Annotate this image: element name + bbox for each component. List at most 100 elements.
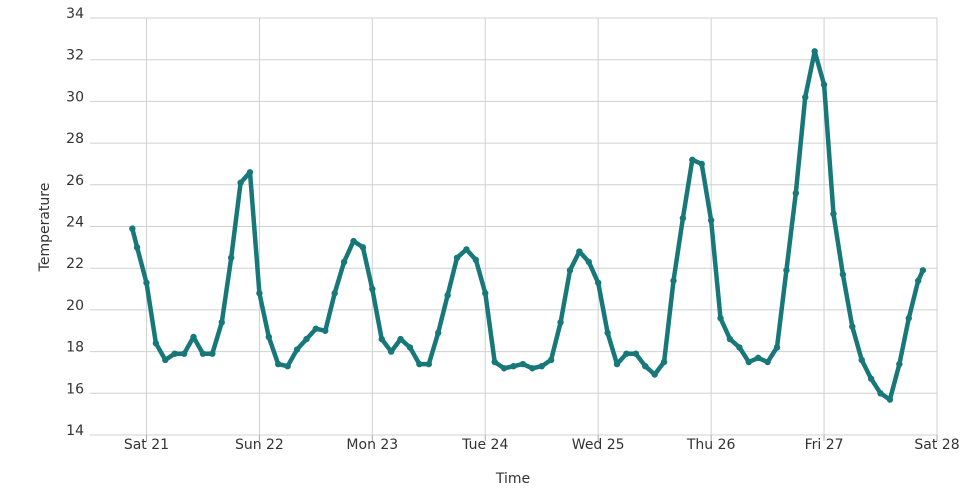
y-tick-label: 24 [66,215,84,231]
point [218,319,225,326]
point [199,350,207,357]
point [764,358,771,366]
point [604,329,611,337]
point [425,360,432,368]
point [576,248,583,255]
point [726,335,734,343]
point [896,360,903,368]
point [830,210,837,218]
point [359,244,367,251]
point [886,396,894,403]
point [613,360,621,368]
x-tick-label: Wed 25 [572,437,625,453]
point [623,350,630,357]
point [773,344,781,351]
point [180,350,188,357]
point [482,290,489,297]
point [745,358,752,366]
point [133,244,141,251]
y-axis-label: Temperature [37,183,53,273]
point [919,267,927,274]
point [397,335,404,343]
point [463,246,470,253]
point [500,365,508,372]
point [736,344,743,351]
point [858,356,865,364]
point [557,319,564,326]
point [754,354,762,362]
point [547,356,555,364]
point [689,156,696,163]
point [679,214,687,222]
x-tick-label: Sat 28 [914,437,959,453]
point [406,344,414,351]
point [642,362,649,370]
point [717,315,724,322]
point [802,94,809,101]
y-tick-label: 34 [66,6,84,22]
y-tick-label: 28 [66,131,84,147]
point [143,279,150,286]
point [792,189,800,197]
y-tick-label: 22 [66,256,84,272]
point [265,333,273,341]
y-tick-label: 18 [66,340,84,356]
point [811,48,818,55]
point [256,290,263,297]
point [435,329,442,337]
point [877,390,884,397]
y-tick-label: 14 [66,423,84,439]
point [246,169,254,176]
point [209,350,216,357]
point [303,335,310,343]
y-tick-label: 26 [66,173,84,189]
point [237,179,244,186]
point [162,356,169,364]
point [566,267,574,274]
point [670,277,677,284]
x-tick-label: Thu 26 [686,437,736,453]
point [171,350,178,357]
point [698,160,705,168]
point [538,362,545,370]
y-tick-label: 32 [66,48,84,64]
point [340,258,348,266]
point [284,362,291,370]
point [416,360,423,368]
x-tick-label: Fri 27 [805,437,844,453]
point [585,258,592,266]
point [529,365,536,372]
point [293,346,301,353]
point [849,323,856,330]
point [152,340,160,347]
point [820,81,828,88]
point [651,371,658,378]
point [190,333,197,341]
point [914,277,922,284]
line [130,49,926,402]
x-tick-label: Mon 23 [346,437,398,453]
point [491,358,498,366]
x-tick-label: Sat 21 [124,437,169,453]
point [331,290,338,297]
point [227,254,235,261]
point [472,256,480,264]
point [378,335,385,343]
point [839,271,847,278]
point [275,360,282,368]
point [350,237,357,245]
x-tick-label: Tue 24 [461,437,508,453]
point [783,267,790,274]
point [707,217,715,224]
y-tick-label: 16 [66,381,84,397]
point [129,225,136,232]
point [867,375,875,382]
x-tick-label: Sun 22 [235,437,284,453]
y-tick-label: 30 [66,89,84,105]
point [322,327,329,334]
point [519,360,527,368]
point [660,358,668,366]
point [369,285,376,293]
point [312,325,320,332]
